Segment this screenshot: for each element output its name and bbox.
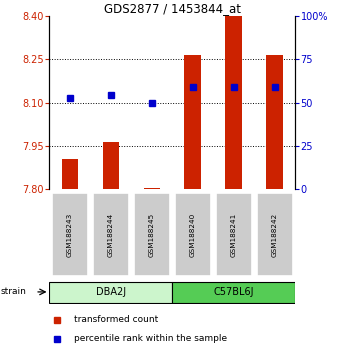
Bar xyxy=(172,281,295,303)
Text: strain: strain xyxy=(1,287,27,296)
Bar xyxy=(225,16,242,189)
Bar xyxy=(62,159,78,189)
Bar xyxy=(175,193,211,276)
Text: transformed count: transformed count xyxy=(74,315,158,324)
Text: GSM188241: GSM188241 xyxy=(231,212,237,257)
Text: GSM188243: GSM188243 xyxy=(67,212,73,257)
Bar xyxy=(184,55,201,189)
Text: GSM188245: GSM188245 xyxy=(149,212,155,257)
Text: GSM188242: GSM188242 xyxy=(271,212,278,257)
Bar xyxy=(256,193,293,276)
Text: GSM188240: GSM188240 xyxy=(190,212,196,257)
Bar xyxy=(49,281,172,303)
Title: GDS2877 / 1453844_at: GDS2877 / 1453844_at xyxy=(104,2,241,15)
Bar xyxy=(103,142,119,189)
Bar xyxy=(144,188,160,189)
Bar xyxy=(93,193,129,276)
Text: percentile rank within the sample: percentile rank within the sample xyxy=(74,334,227,343)
Bar xyxy=(134,193,170,276)
Text: C57BL6J: C57BL6J xyxy=(213,287,254,297)
Text: DBA2J: DBA2J xyxy=(96,287,126,297)
Bar xyxy=(266,55,283,189)
Bar xyxy=(216,193,252,276)
Text: GSM188244: GSM188244 xyxy=(108,212,114,257)
Bar xyxy=(52,193,88,276)
